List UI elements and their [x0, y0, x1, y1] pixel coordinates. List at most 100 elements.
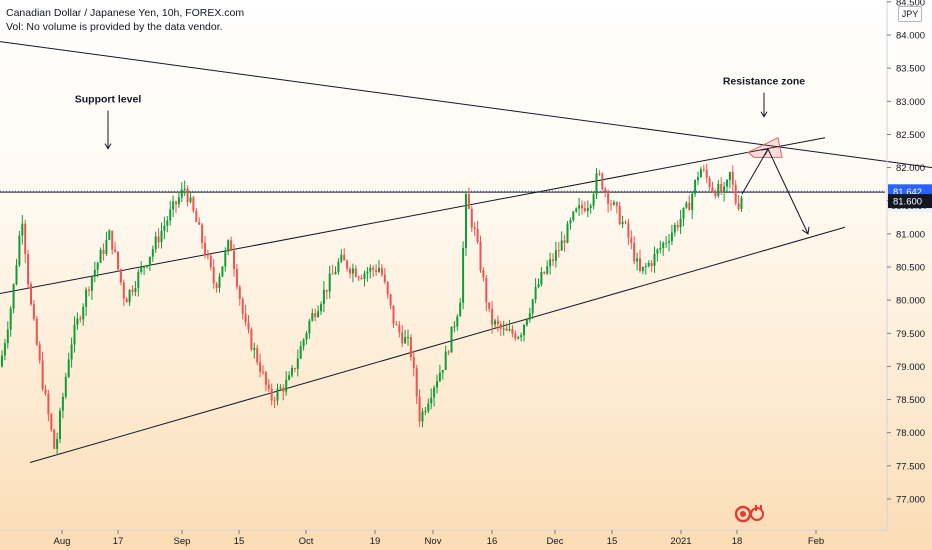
candle-body	[267, 384, 270, 389]
candle-body	[572, 211, 575, 220]
annotation-label-0: Support level	[75, 94, 142, 106]
price-axis[interactable]: 84.50084.00083.50083.00082.50082.00081.5…	[886, 0, 932, 530]
time-tick-label-9: 15	[607, 536, 618, 547]
candles-layer	[1, 163, 743, 455]
candle-body	[734, 184, 737, 204]
candle-body	[64, 376, 67, 397]
candle-body	[540, 271, 543, 285]
annotation-label-1: Resistance zone	[723, 76, 805, 88]
projection-mid-arrow-head	[760, 148, 769, 156]
candle-body	[346, 260, 349, 269]
candle-body	[438, 372, 441, 382]
candle-body	[720, 183, 723, 193]
symbol-title[interactable]: Canadian Dollar / Japanese Yen, 10h, FOR…	[6, 7, 245, 19]
candle-body	[702, 169, 705, 171]
price-tick-label-5: 82.000	[896, 163, 925, 174]
time-tick-label-7: 16	[487, 536, 498, 547]
price-tick-label-0: 84.500	[896, 0, 925, 8]
candle-body	[372, 267, 375, 270]
candle-body	[230, 240, 233, 251]
candle-body	[183, 188, 186, 190]
candle-body	[705, 169, 708, 179]
candle-body	[302, 339, 305, 347]
annotations-layer: Support level Resistance zone	[75, 76, 810, 235]
candle-body	[337, 261, 340, 273]
candle-body	[293, 368, 296, 370]
candle-body	[618, 205, 621, 225]
candle-body	[195, 210, 198, 223]
candle-body	[227, 240, 230, 252]
candle-body	[114, 249, 117, 252]
candle-body	[494, 320, 496, 325]
candle-body	[641, 266, 644, 272]
candle-body	[90, 276, 93, 291]
time-tick-label-4: Oct	[299, 536, 314, 547]
price-tick-label-7: 81.000	[896, 229, 925, 240]
candle-body	[6, 329, 9, 344]
candle-body	[35, 318, 38, 345]
candle-body	[673, 225, 676, 233]
candle-body	[70, 344, 73, 360]
candle-body	[633, 242, 636, 262]
candle-body	[233, 250, 235, 269]
candle-body	[79, 318, 82, 320]
candle-body	[694, 180, 697, 194]
candle-body	[575, 208, 578, 212]
candle-body	[3, 343, 6, 356]
currency-selector[interactable]: JPY	[898, 6, 922, 22]
candle-body	[386, 282, 389, 295]
candle-body	[285, 379, 288, 392]
candle-body	[627, 222, 630, 238]
candle-body	[61, 396, 64, 411]
candle-body	[85, 289, 88, 307]
price-tick-label-1: 84.000	[896, 31, 925, 42]
candle-body	[615, 202, 618, 206]
candle-body	[331, 273, 334, 275]
time-axis[interactable]: Aug 17 Sep 15 Oct 19 Nov 16 Dec 15 2021 18 Feb	[0, 529, 888, 547]
candle-body	[601, 173, 604, 190]
candle-body	[291, 368, 293, 376]
candle-body	[450, 326, 453, 353]
candle-body	[392, 305, 395, 324]
candle-body	[412, 357, 415, 369]
candle-body	[238, 286, 241, 300]
candle-body	[473, 227, 476, 229]
candle-body	[467, 194, 470, 209]
candle-body	[282, 387, 285, 392]
candle-body	[653, 253, 656, 267]
candle-body	[383, 274, 386, 283]
candle-body	[198, 222, 201, 225]
candle-body	[560, 240, 563, 251]
candle-body	[401, 332, 404, 344]
trendline-1	[0, 137, 826, 295]
tradingview-logo-icon	[735, 505, 764, 523]
candle-body	[56, 439, 59, 449]
candle-body	[662, 242, 665, 249]
candle-body	[459, 302, 462, 317]
candle-body	[650, 263, 653, 267]
candle-body	[1, 355, 3, 367]
candle-body	[688, 202, 691, 211]
candle-body	[314, 313, 317, 317]
candle-body	[679, 218, 682, 228]
candle-body	[351, 268, 354, 274]
candle-body	[209, 255, 212, 268]
candle-body	[508, 329, 511, 331]
candle-body	[711, 187, 714, 192]
candle-body	[30, 284, 32, 305]
candle-body	[728, 172, 731, 181]
candle-body	[479, 241, 482, 271]
candle-body	[485, 277, 488, 303]
candle-body	[639, 258, 641, 272]
candle-body	[154, 236, 157, 250]
time-tick-label-1: 17	[113, 536, 124, 547]
candle-body	[32, 304, 35, 319]
time-tick-label-5: 19	[370, 536, 381, 547]
candle-body	[714, 191, 717, 197]
candle-body	[67, 359, 70, 377]
annotation-arrow-head-0	[104, 143, 112, 150]
candle-body	[723, 186, 726, 193]
candle-body	[418, 396, 421, 422]
candle-body	[270, 388, 273, 401]
